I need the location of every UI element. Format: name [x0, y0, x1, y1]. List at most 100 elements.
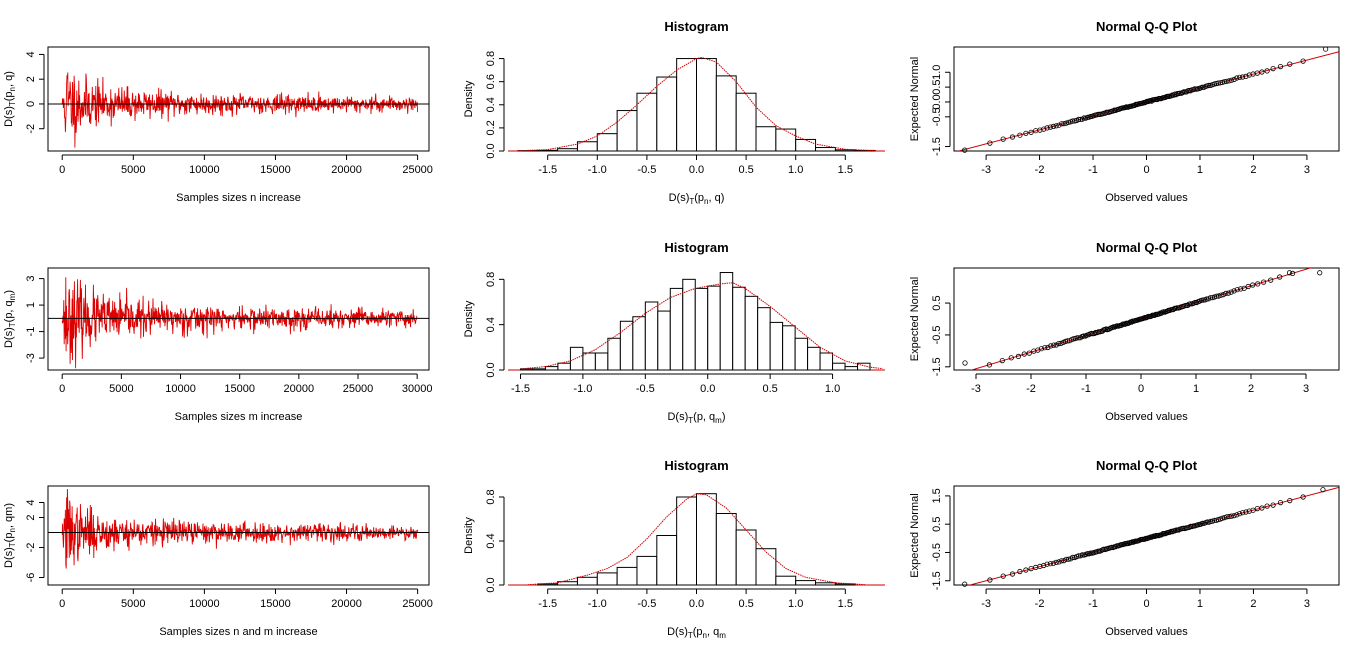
histogram-bar	[607, 337, 621, 371]
histogram-bar	[715, 75, 737, 152]
qq-point	[1264, 68, 1270, 74]
x-tick-label: 0.5	[738, 598, 753, 610]
qq-point	[1008, 355, 1014, 361]
qq-point	[1122, 321, 1128, 327]
y-tick-label: 0.0	[485, 143, 497, 158]
histogram-bar	[755, 126, 777, 152]
qq-point	[1159, 531, 1165, 538]
qq-point	[1234, 512, 1240, 518]
y-tick-label: -3	[25, 353, 37, 363]
panel-qq-row1: Normal Q-Q Plot -3 -2 -1 0 1 2 3 -1.5 -0.50.00.51…	[909, 19, 1340, 204]
qq-point	[1028, 129, 1034, 135]
qq-point	[1300, 58, 1306, 64]
histogram-bar	[557, 362, 571, 371]
qq-point	[1277, 64, 1284, 70]
qq-point	[1076, 335, 1082, 341]
qq-point	[1041, 126, 1047, 132]
qq-point	[1188, 301, 1194, 307]
y-axis-label: Density	[463, 300, 475, 337]
x-tick-label: 2	[1248, 383, 1254, 395]
histogram-bar	[782, 325, 796, 371]
qq-point	[999, 357, 1005, 364]
x-tick-label: 15000	[260, 598, 291, 610]
qq-outlier-point	[1320, 487, 1326, 493]
qq-point	[1017, 132, 1023, 138]
qq-point	[1050, 123, 1057, 130]
qq-point	[1148, 313, 1155, 319]
x-tick-label: 10000	[189, 164, 220, 176]
y-tick-label: 0.4	[485, 533, 497, 548]
x-tick-label: 5000	[121, 164, 145, 176]
x-tick-label: 1	[1193, 383, 1199, 395]
y-tick-label: 0.4	[485, 97, 497, 112]
panel-histogram-row3: Histogram -1.5 -1.0 -0.5 0.0 0.5 1.0 1.5 0.0 0.4 0…	[463, 458, 885, 640]
histogram-bar	[632, 316, 646, 371]
histogram-bar	[657, 310, 671, 371]
x-tick-label: 1	[1197, 164, 1203, 176]
y-tick-label: 0.8	[485, 51, 497, 66]
x-tick-label: 25000	[343, 383, 374, 395]
qq-point	[1226, 78, 1232, 84]
qq-point	[1226, 513, 1232, 520]
x-tick-label: -2	[1035, 598, 1045, 610]
x-tick-label: -1.0	[588, 164, 607, 176]
y-axis-label: D(s)T(pn, q)	[3, 71, 17, 127]
qq-point	[1142, 536, 1148, 542]
y-axis-label: D(s)T(p, qm)	[3, 290, 17, 348]
plot-frame	[953, 46, 1340, 152]
qq-point	[1088, 550, 1094, 556]
y-axis-label: Expected Normal	[909, 493, 921, 577]
qq-point	[1277, 274, 1283, 280]
density-curve	[517, 56, 876, 152]
qq-point	[1042, 345, 1048, 351]
x-tick-label: 0	[1138, 383, 1144, 395]
series-line	[61, 277, 418, 369]
qq-point	[1045, 344, 1051, 351]
x-axis-label: Observed values	[1105, 192, 1188, 204]
qq-point	[1081, 115, 1087, 121]
qq-point	[1261, 279, 1267, 285]
qq-point	[1037, 563, 1043, 570]
histogram-bar	[775, 128, 797, 152]
histogram-bar	[769, 321, 784, 371]
qq-reference-line	[970, 268, 1312, 370]
y-tick-label: 1.0	[931, 65, 943, 80]
x-tick-label: 0.5	[738, 164, 753, 176]
x-tick-label: 15000	[260, 164, 291, 176]
x-tick-label: 1.0	[825, 383, 840, 395]
qq-point	[1051, 342, 1057, 348]
x-axis-label: D(s)T(p, qm)	[667, 411, 725, 425]
qq-point	[1207, 295, 1214, 301]
x-tick-label: 30000	[402, 383, 433, 395]
series-line	[61, 488, 419, 569]
histogram-bar	[616, 566, 638, 586]
qq-point	[1224, 78, 1230, 84]
x-tick-label: -3	[981, 164, 991, 176]
qq-point	[1187, 88, 1194, 94]
qq-point	[1056, 122, 1062, 128]
qq-point	[1152, 312, 1158, 318]
histogram-bar	[735, 529, 757, 586]
x-tick-label: 1	[1197, 598, 1203, 610]
qq-point	[1204, 519, 1210, 525]
histogram-bar	[775, 575, 797, 586]
qq-point	[1061, 121, 1067, 127]
panel-line-row2: 0 5000 10000 15000 20000 25000 30000 -3 -1 1 3 Samp…	[3, 267, 433, 423]
y-axis-label: Expected Normal	[909, 277, 921, 361]
panel-line-row3: 0 5000 10000 15000 20000 25000 -6 -2 2 4 Samples s…	[3, 485, 433, 638]
x-tick-label: 2	[1250, 598, 1256, 610]
qq-point	[1231, 76, 1237, 83]
y-tick-label: -1.5	[931, 357, 943, 376]
y-tick-label: 4	[25, 499, 37, 505]
qq-point	[1264, 503, 1270, 509]
x-tick-label: 10000	[165, 383, 196, 395]
qq-point	[1044, 561, 1050, 567]
x-tick-label: 3	[1303, 383, 1309, 395]
qq-point	[1221, 514, 1228, 521]
y-tick-label: 0.0	[485, 362, 497, 377]
qq-outlier-point	[1286, 270, 1293, 276]
panel-title: Normal Q-Q Plot	[1096, 240, 1198, 255]
qq-point	[1017, 568, 1023, 575]
x-tick-label: 0.0	[689, 164, 704, 176]
